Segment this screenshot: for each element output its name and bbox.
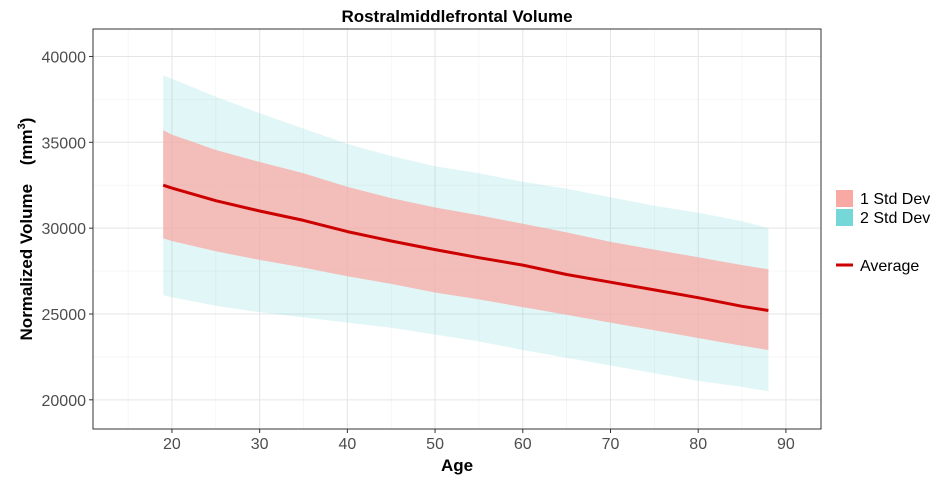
legend-label-2-std-dev: 2 Std Dev <box>860 210 930 227</box>
plot-area <box>92 28 822 430</box>
y-axis-unit-exponent: 3 <box>16 123 28 129</box>
y-tick-label: 25000 <box>42 307 87 324</box>
legend-label-1-std-dev: 1 Std Dev <box>860 191 930 208</box>
line-average <box>162 183 769 312</box>
y-tick-label: 20000 <box>42 393 87 410</box>
legend-key-1-std-dev <box>836 190 853 207</box>
svg-text:Normalized Volume (mm3): Normalized Volume (mm3) <box>16 118 36 341</box>
x-tick-label: 70 <box>602 436 620 453</box>
y-axis-title: Normalized Volume (mm3) <box>16 118 36 341</box>
x-tick-label: 60 <box>514 436 532 453</box>
y-axis-unit: mm <box>17 129 36 159</box>
x-axis-title: Age <box>441 456 473 475</box>
band-1-std-dev <box>163 130 769 350</box>
chart-title: Rostralmiddlefrontal Volume <box>341 7 572 26</box>
x-tick-label: 40 <box>338 436 356 453</box>
y-axis: 20000 25000 30000 35000 40000 <box>42 49 93 410</box>
x-tick-label: 80 <box>689 436 707 453</box>
y-tick-label: 35000 <box>42 135 87 152</box>
legend-label-average: Average <box>860 258 919 275</box>
y-tick-label: 40000 <box>42 49 87 66</box>
bands <box>163 75 769 392</box>
x-tick-label: 50 <box>426 436 444 453</box>
lines <box>162 183 769 312</box>
x-tick-label: 90 <box>777 436 795 453</box>
x-axis: 20 30 40 50 60 70 80 90 <box>163 429 795 453</box>
y-tick-label: 30000 <box>42 221 87 238</box>
y-axis-title-label: Normalized Volume <box>17 184 36 341</box>
x-tick-label: 30 <box>251 436 269 453</box>
legend: 1 Std Dev 2 Std Dev Average <box>836 190 930 275</box>
legend-key-2-std-dev <box>836 209 853 226</box>
x-tick-label: 20 <box>163 436 181 453</box>
plot-border <box>92 28 822 430</box>
